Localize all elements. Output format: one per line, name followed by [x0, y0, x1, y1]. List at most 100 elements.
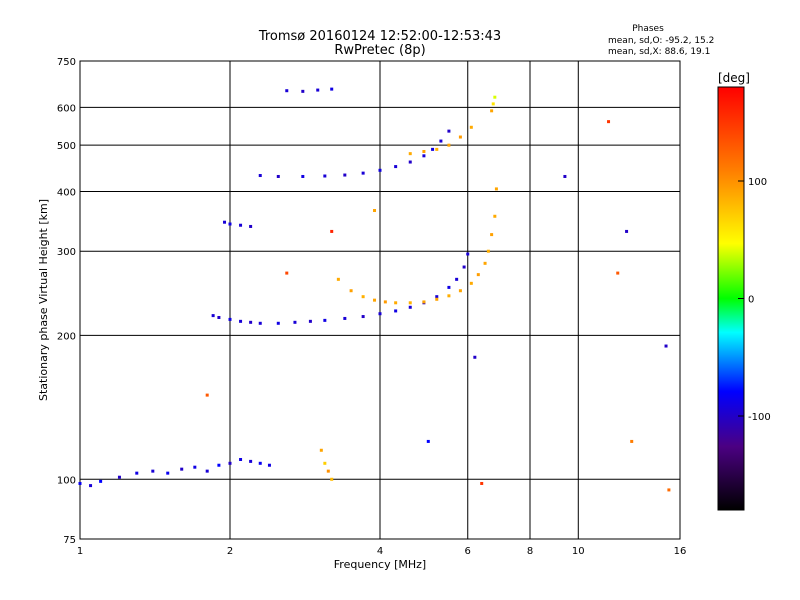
- data-point: [217, 463, 221, 467]
- data-point: [469, 125, 473, 129]
- data-point: [258, 321, 262, 325]
- data-point: [490, 109, 494, 113]
- data-point: [193, 465, 197, 469]
- data-point: [667, 488, 671, 492]
- data-point: [330, 87, 334, 91]
- data-point: [447, 285, 451, 289]
- x-tick-label: 16: [674, 546, 687, 557]
- data-point: [228, 317, 232, 321]
- data-point: [493, 214, 497, 218]
- data-point: [361, 171, 365, 175]
- x-tick-label: 4: [377, 546, 383, 557]
- data-point: [267, 463, 271, 467]
- data-point: [394, 301, 398, 305]
- y-tick-label: 400: [57, 187, 76, 198]
- data-point: [486, 249, 490, 253]
- data-point: [117, 475, 121, 479]
- data-points: [78, 87, 671, 492]
- data-point: [435, 147, 439, 151]
- data-point: [308, 319, 312, 323]
- data-point: [630, 439, 634, 443]
- data-point: [373, 298, 377, 302]
- data-point: [239, 223, 243, 227]
- plot-frame: [79, 60, 681, 540]
- data-point: [323, 318, 327, 322]
- data-point: [285, 271, 289, 275]
- data-point: [447, 143, 451, 147]
- data-point: [211, 314, 215, 318]
- data-point: [455, 277, 459, 281]
- data-point: [394, 165, 398, 169]
- data-point: [493, 95, 497, 99]
- data-point: [135, 471, 139, 475]
- data-point: [239, 457, 243, 461]
- colorbar-ticks: 100 0 -100: [738, 177, 771, 423]
- data-point: [383, 300, 387, 304]
- data-point: [435, 297, 439, 301]
- data-point: [378, 168, 382, 172]
- data-point: [616, 271, 620, 275]
- data-point: [343, 316, 347, 320]
- data-point: [166, 471, 170, 475]
- data-point: [89, 484, 93, 488]
- data-point: [249, 320, 253, 324]
- data-point: [378, 312, 382, 316]
- data-point: [483, 261, 487, 265]
- colorbar-tick-label: 0: [748, 295, 754, 306]
- data-point: [490, 233, 494, 237]
- data-point: [319, 448, 323, 452]
- colorbar-tick-label: 100: [748, 177, 767, 188]
- data-point: [330, 477, 334, 481]
- data-point: [151, 469, 155, 473]
- data-point: [249, 459, 253, 463]
- chart-title: Tromsø 20160124 12:52:00-12:53:43: [258, 29, 501, 44]
- data-point: [228, 461, 232, 465]
- y-tick-label: 100: [57, 475, 76, 486]
- data-point: [205, 393, 209, 397]
- data-point: [258, 174, 262, 178]
- data-point: [285, 89, 289, 93]
- data-point: [361, 295, 365, 299]
- data-point: [276, 321, 280, 325]
- data-point: [301, 174, 305, 178]
- data-point: [323, 461, 327, 465]
- data-point: [217, 315, 221, 319]
- x-axis-label: Frequency [MHz]: [334, 558, 426, 571]
- data-point: [316, 88, 320, 92]
- data-point: [447, 129, 451, 133]
- data-point: [431, 147, 435, 151]
- data-point: [336, 277, 340, 281]
- data-point: [323, 174, 327, 178]
- data-point: [408, 301, 412, 305]
- data-point: [458, 289, 462, 293]
- x-tick-label: 2: [227, 546, 233, 557]
- data-point: [301, 89, 305, 93]
- data-point: [180, 467, 184, 471]
- x-tick-label: 10: [572, 546, 585, 557]
- grid-lines: [80, 61, 680, 539]
- data-point: [435, 295, 439, 299]
- colorbar-tick-label: -100: [748, 412, 771, 423]
- y-tick-label: 600: [57, 103, 76, 114]
- data-point: [408, 305, 412, 309]
- data-point: [349, 289, 353, 293]
- data-point: [205, 469, 209, 473]
- data-point: [343, 173, 347, 177]
- y-tick-label: 750: [57, 57, 76, 68]
- data-point: [373, 209, 377, 213]
- x-tick-label: 8: [527, 546, 533, 557]
- phase-info-title: Phases: [632, 24, 664, 34]
- data-point: [78, 481, 82, 485]
- data-point: [408, 152, 412, 156]
- y-tick-label: 500: [57, 141, 76, 152]
- data-point: [491, 102, 495, 106]
- data-point: [394, 309, 398, 313]
- data-point: [462, 265, 466, 269]
- data-point: [326, 469, 330, 473]
- data-point: [239, 319, 243, 323]
- data-point: [422, 300, 426, 304]
- data-point: [426, 439, 430, 443]
- data-point: [664, 344, 668, 348]
- data-point: [223, 220, 227, 224]
